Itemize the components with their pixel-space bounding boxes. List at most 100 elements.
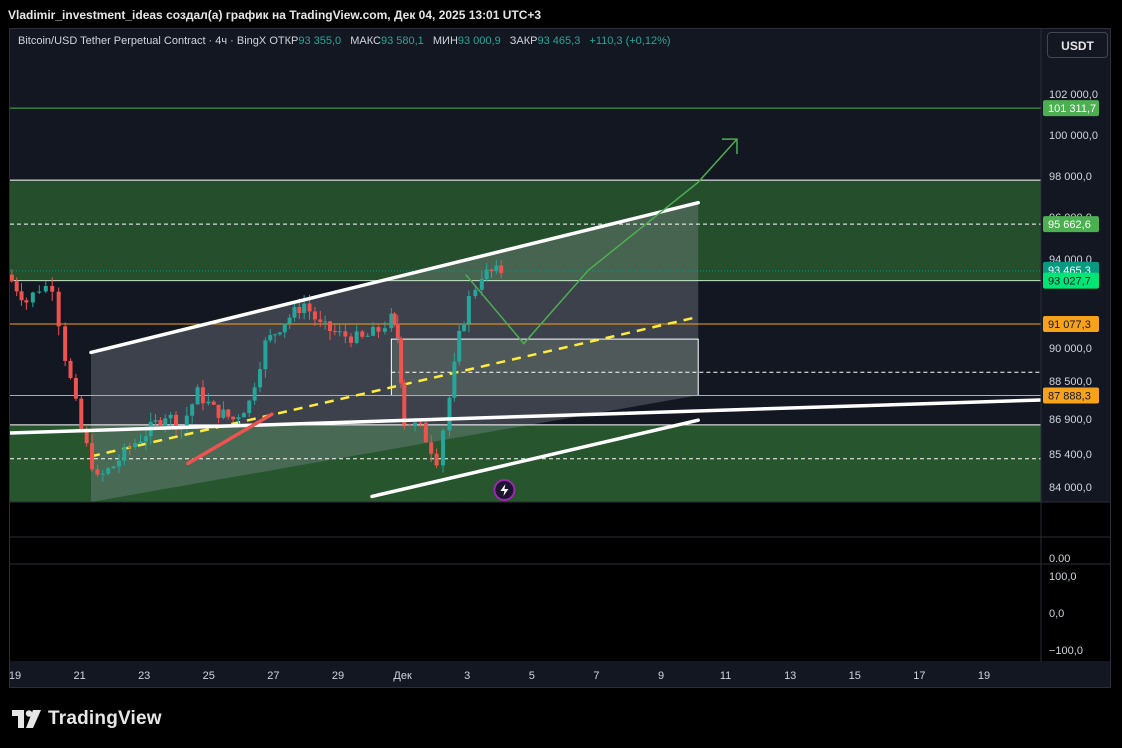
candle-body bbox=[376, 327, 381, 332]
candle-body bbox=[241, 413, 246, 418]
top-caption-bar: Vladimir_investment_ideas создал(а) граф… bbox=[0, 0, 1122, 28]
candle-body bbox=[206, 401, 211, 404]
candle-body bbox=[122, 446, 127, 461]
footer: TradingView bbox=[0, 688, 1122, 748]
candle-body bbox=[190, 404, 195, 416]
candle-body bbox=[216, 404, 221, 418]
candle-body bbox=[127, 446, 132, 448]
candle-body bbox=[423, 422, 428, 443]
candle-body bbox=[163, 418, 168, 426]
candle-body bbox=[268, 335, 273, 341]
candle-body bbox=[133, 443, 138, 448]
candle-body bbox=[287, 317, 292, 324]
candle-body bbox=[360, 331, 365, 337]
price-tag bbox=[1043, 216, 1099, 233]
candle-body bbox=[348, 336, 353, 343]
candle-body bbox=[168, 414, 173, 419]
price-axis-tick: 84 000,0 bbox=[1049, 482, 1092, 494]
price-tag-label: 95 662,6 bbox=[1048, 219, 1091, 231]
low-value: 93 000,9 bbox=[457, 35, 501, 47]
price-tag-label: 93 027,7 bbox=[1048, 276, 1091, 288]
low-label: МИН bbox=[432, 35, 458, 47]
candle-body bbox=[307, 303, 312, 312]
candle-body bbox=[184, 415, 189, 427]
candle-body bbox=[466, 296, 471, 324]
candle-body bbox=[252, 387, 257, 401]
time-axis-tick: 3 bbox=[464, 670, 470, 682]
price-axis-tick: 90 000,0 bbox=[1049, 343, 1092, 355]
candle-body bbox=[258, 369, 263, 388]
candle-body bbox=[343, 331, 348, 337]
time-axis-tick: 9 bbox=[658, 670, 664, 682]
candle-body bbox=[337, 331, 342, 333]
candle-body bbox=[79, 398, 84, 431]
close-label: ЗАКР bbox=[509, 35, 538, 47]
candle-body bbox=[200, 387, 205, 404]
candle-body bbox=[158, 420, 163, 426]
candle-body bbox=[63, 326, 68, 361]
candle-body bbox=[174, 414, 179, 430]
pane2-axis-tick: −100,0 bbox=[1049, 645, 1083, 657]
candle-body bbox=[19, 291, 24, 301]
candle-body bbox=[382, 328, 387, 332]
price-tag bbox=[1043, 100, 1099, 117]
high-label: МАКС bbox=[350, 35, 381, 47]
candle-body bbox=[323, 321, 328, 323]
time-axis-tick: 29 bbox=[332, 670, 344, 682]
candle-body bbox=[30, 292, 35, 303]
candle-body bbox=[10, 274, 14, 282]
candle-body bbox=[143, 436, 148, 442]
candle-body bbox=[236, 417, 241, 420]
lightning-icon-glyph bbox=[500, 484, 509, 496]
time-axis-tick: 21 bbox=[73, 670, 85, 682]
candle-body bbox=[484, 269, 489, 280]
candle-body bbox=[389, 313, 394, 329]
candle-body bbox=[462, 323, 467, 331]
price-tag-label: 87 888,3 bbox=[1048, 391, 1091, 403]
chart-caption: Vladimir_investment_ideas создал(а) граф… bbox=[8, 8, 542, 22]
candle-body bbox=[24, 300, 29, 303]
candle-body bbox=[195, 387, 200, 405]
candle-body bbox=[68, 360, 73, 378]
time-axis-tick: 11 bbox=[720, 670, 731, 682]
candle-body bbox=[282, 323, 287, 333]
time-axis-tick: 27 bbox=[267, 670, 279, 682]
candle-body bbox=[14, 281, 19, 292]
candle-body bbox=[231, 416, 236, 420]
candle-body bbox=[473, 289, 478, 297]
candle-body bbox=[263, 340, 268, 370]
projection-arrowhead bbox=[721, 138, 738, 155]
time-axis-tick: 5 bbox=[529, 670, 535, 682]
candle-body bbox=[441, 430, 446, 466]
candle-body bbox=[37, 291, 42, 293]
resistance-zone bbox=[10, 180, 1041, 281]
yellow-trend-line bbox=[90, 315, 699, 458]
open-value: 93 355,0 bbox=[298, 35, 342, 47]
candle-body bbox=[494, 265, 499, 272]
candle-body bbox=[354, 331, 359, 343]
candle-body bbox=[111, 466, 116, 469]
time-axis-tick: 19 bbox=[978, 670, 990, 682]
price-tag bbox=[1043, 387, 1099, 404]
time-axis-tick: 23 bbox=[138, 670, 150, 682]
candle-body bbox=[447, 397, 452, 431]
candle-body bbox=[106, 468, 111, 474]
candle-body bbox=[457, 330, 462, 362]
lightning-icon[interactable] bbox=[493, 479, 516, 501]
tradingview-logo-icon bbox=[12, 710, 41, 728]
candle-body bbox=[90, 443, 95, 470]
currency-button[interactable]: USDT bbox=[1047, 32, 1108, 58]
candle-body bbox=[273, 334, 278, 336]
candle-body bbox=[489, 269, 494, 272]
price-tag bbox=[1043, 272, 1099, 289]
pane2-axis-tick: 100,0 bbox=[1049, 571, 1077, 583]
open-label: ОТКР bbox=[269, 35, 299, 47]
candle-body bbox=[226, 409, 231, 417]
candle-body bbox=[318, 319, 323, 322]
candle-body bbox=[116, 460, 121, 467]
candle-body bbox=[434, 453, 439, 466]
candle-body bbox=[395, 323, 400, 338]
tradingview-logo[interactable]: TradingView bbox=[12, 708, 162, 730]
